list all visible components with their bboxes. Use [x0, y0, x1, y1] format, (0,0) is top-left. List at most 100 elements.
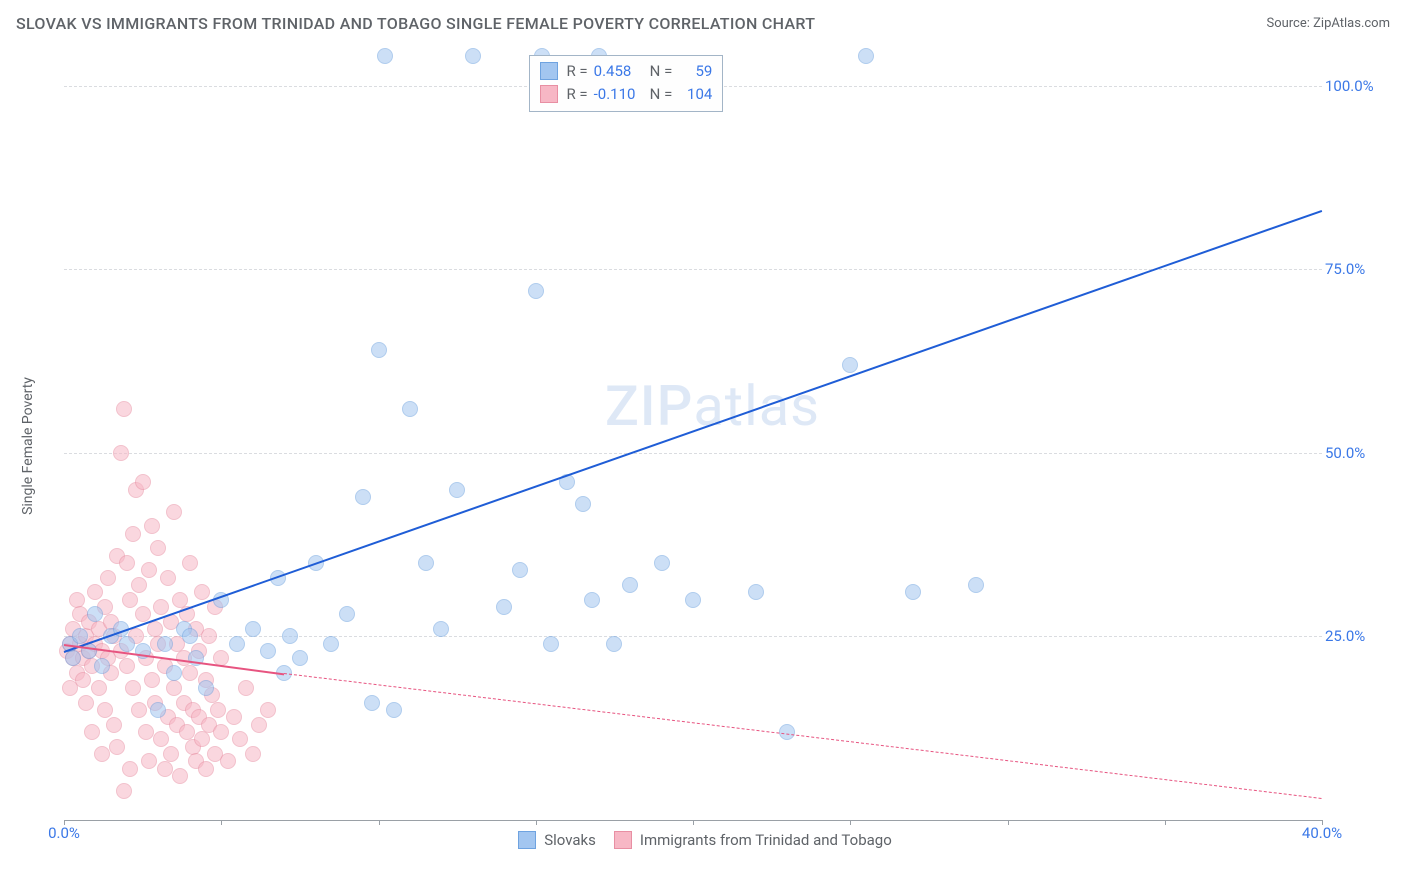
data-point [575, 496, 591, 512]
data-point [119, 555, 135, 571]
stats-swatch [540, 85, 558, 103]
data-point [125, 680, 141, 696]
x-tick-mark [221, 820, 222, 825]
data-point [858, 48, 874, 64]
data-point [748, 584, 764, 600]
data-point [75, 672, 91, 688]
x-tick-mark [536, 820, 537, 825]
data-point [182, 555, 198, 571]
data-point [512, 562, 528, 578]
data-point [622, 577, 638, 593]
x-tick-mark [379, 820, 380, 825]
data-point [402, 401, 418, 417]
swatch-trinidad [614, 831, 632, 849]
data-point [97, 702, 113, 718]
data-point [119, 636, 135, 652]
data-point [198, 680, 214, 696]
data-point [364, 695, 380, 711]
data-point [251, 717, 267, 733]
stats-n-value: 59 [678, 60, 712, 83]
data-point [69, 592, 85, 608]
data-point [166, 504, 182, 520]
data-point [87, 584, 103, 600]
data-point [94, 746, 110, 762]
data-point [166, 680, 182, 696]
data-point [606, 636, 622, 652]
stats-r-value: 0.458 [594, 60, 644, 83]
data-point [496, 599, 512, 615]
data-point [543, 636, 559, 652]
data-point [153, 599, 169, 615]
data-point [157, 761, 173, 777]
stats-r-value: -0.110 [594, 83, 644, 106]
data-point [119, 658, 135, 674]
data-point [229, 636, 245, 652]
data-point [109, 739, 125, 755]
y-tick-label: 50.0% [1325, 444, 1387, 462]
data-point [87, 606, 103, 622]
data-point [282, 628, 298, 644]
data-point [144, 518, 160, 534]
data-point [116, 783, 132, 799]
data-point [113, 445, 129, 461]
data-point [131, 702, 147, 718]
data-point [150, 702, 166, 718]
data-point [172, 768, 188, 784]
data-point [386, 702, 402, 718]
data-point [654, 555, 670, 571]
data-point [144, 672, 160, 688]
plot-region: ZIPatlas 25.0%50.0%75.0%100.0%0.0%40.0%R… [64, 49, 1322, 821]
x-tick-mark [1165, 820, 1166, 825]
data-point [91, 680, 107, 696]
data-point [292, 650, 308, 666]
data-point [371, 342, 387, 358]
trend-line [284, 673, 1322, 799]
chart-header: SLOVAK VS IMMIGRANTS FROM TRINIDAD AND T… [16, 10, 1390, 41]
data-point [201, 628, 217, 644]
data-point [905, 584, 921, 600]
data-point [355, 489, 371, 505]
legend: Slovaks Immigrants from Trinidad and Tob… [20, 831, 1390, 849]
data-point [260, 702, 276, 718]
data-point [163, 746, 179, 762]
data-point [172, 592, 188, 608]
data-point [584, 592, 600, 608]
data-point [106, 717, 122, 733]
data-point [194, 731, 210, 747]
y-tick-label: 75.0% [1325, 260, 1387, 278]
data-point [160, 570, 176, 586]
stats-swatch [540, 62, 558, 80]
data-point [131, 577, 147, 593]
stats-box: R =0.458N =59R =-0.110N =104 [529, 55, 723, 112]
data-point [116, 401, 132, 417]
data-point [122, 592, 138, 608]
data-point [141, 562, 157, 578]
data-point [182, 628, 198, 644]
data-point [779, 724, 795, 740]
data-point [238, 680, 254, 696]
data-point [141, 753, 157, 769]
legend-item-slovaks: Slovaks [518, 831, 596, 849]
data-point [194, 584, 210, 600]
y-tick-label: 25.0% [1325, 627, 1387, 645]
y-axis-label: Single Female Poverty [20, 377, 36, 515]
data-point [94, 658, 110, 674]
chart-title: SLOVAK VS IMMIGRANTS FROM TRINIDAD AND T… [16, 14, 815, 33]
legend-item-trinidad: Immigrants from Trinidad and Tobago [614, 831, 892, 849]
data-point [339, 606, 355, 622]
data-point [72, 628, 88, 644]
watermark: ZIPatlas [605, 373, 820, 439]
data-point [135, 606, 151, 622]
x-tick-mark [1008, 820, 1009, 825]
data-point [842, 357, 858, 373]
data-point [179, 724, 195, 740]
data-point [78, 695, 94, 711]
data-point [210, 702, 226, 718]
data-point [260, 643, 276, 659]
data-point [182, 665, 198, 681]
data-point [135, 474, 151, 490]
data-point [138, 724, 154, 740]
data-point [323, 636, 339, 652]
data-point [198, 761, 214, 777]
swatch-slovaks [518, 831, 536, 849]
